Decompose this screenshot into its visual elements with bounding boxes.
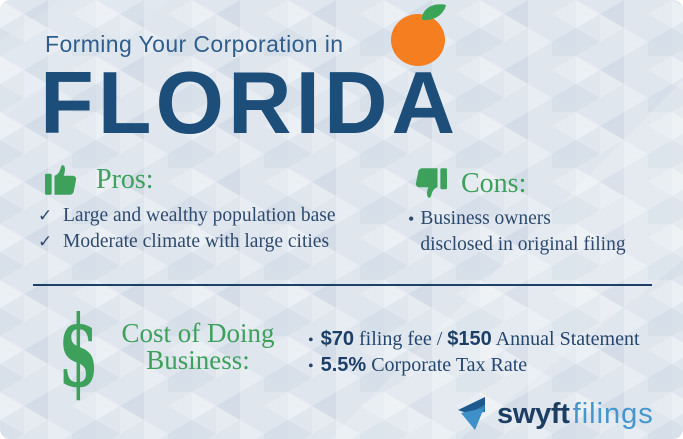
pros-item: ✓ Large and wealthy population base: [38, 203, 336, 229]
pros-item-text: Moderate climate with large cities: [63, 231, 330, 252]
thumbs-down-icon: [415, 168, 447, 198]
thumbs-up-icon: [45, 165, 77, 195]
bullet-icon: •: [308, 332, 314, 349]
pros-heading: Pros:: [96, 164, 154, 195]
swyft-logo-icon: [458, 397, 485, 430]
pros-item: ✓ Moderate climate with large cities: [38, 229, 336, 255]
cost-heading-line2: Business:: [146, 345, 250, 375]
cons-heading: Cons:: [461, 168, 527, 199]
cons-item-line2: disclosed in original filing: [420, 234, 626, 255]
filing-fee-label: filing fee /: [353, 328, 448, 350]
cost-item-fees: • $70 filing fee / $150 Annual Statement: [308, 327, 640, 353]
annual-statement-amount: $150: [447, 328, 492, 350]
dollar-sign-icon: $: [58, 295, 99, 410]
tax-rate-amount: 5.5%: [320, 354, 367, 376]
tax-rate-label: Corporate Tax Rate: [366, 354, 528, 376]
section-divider: [33, 284, 652, 286]
cost-list: • $70 filing fee / $150 Annual Statement…: [308, 327, 640, 379]
filing-fee-amount: $70: [320, 328, 354, 350]
page-subtitle: Forming Your Corporation in: [45, 31, 344, 57]
brand-name-light: filings: [572, 397, 654, 430]
brand-footer: swyft filings: [456, 397, 654, 431]
check-icon: ✓: [38, 232, 53, 252]
orange-fruit-icon: [389, 4, 461, 71]
check-icon: ✓: [38, 206, 53, 226]
cons-header: Cons:: [409, 167, 526, 200]
annual-statement-label: Annual Statement: [491, 328, 640, 350]
bullet-icon: •: [408, 209, 415, 229]
cost-item-tax: • 5.5% Corporate Tax Rate: [308, 353, 640, 379]
cons-item: • Business owners disclosed in original …: [408, 206, 626, 258]
state-title: FLORIDA: [40, 53, 460, 152]
pros-header: Pros:: [45, 163, 154, 196]
pros-item-text: Large and wealthy population base: [63, 205, 336, 226]
cons-item-line1: Business owners: [420, 208, 551, 229]
cost-heading: Cost of Doing Business:: [114, 320, 282, 374]
pros-list: ✓ Large and wealthy population base ✓ Mo…: [38, 203, 336, 255]
brand-name-bold: swyft: [497, 397, 570, 430]
cost-heading-line1: Cost of Doing: [121, 318, 275, 348]
bullet-icon: •: [308, 358, 314, 375]
